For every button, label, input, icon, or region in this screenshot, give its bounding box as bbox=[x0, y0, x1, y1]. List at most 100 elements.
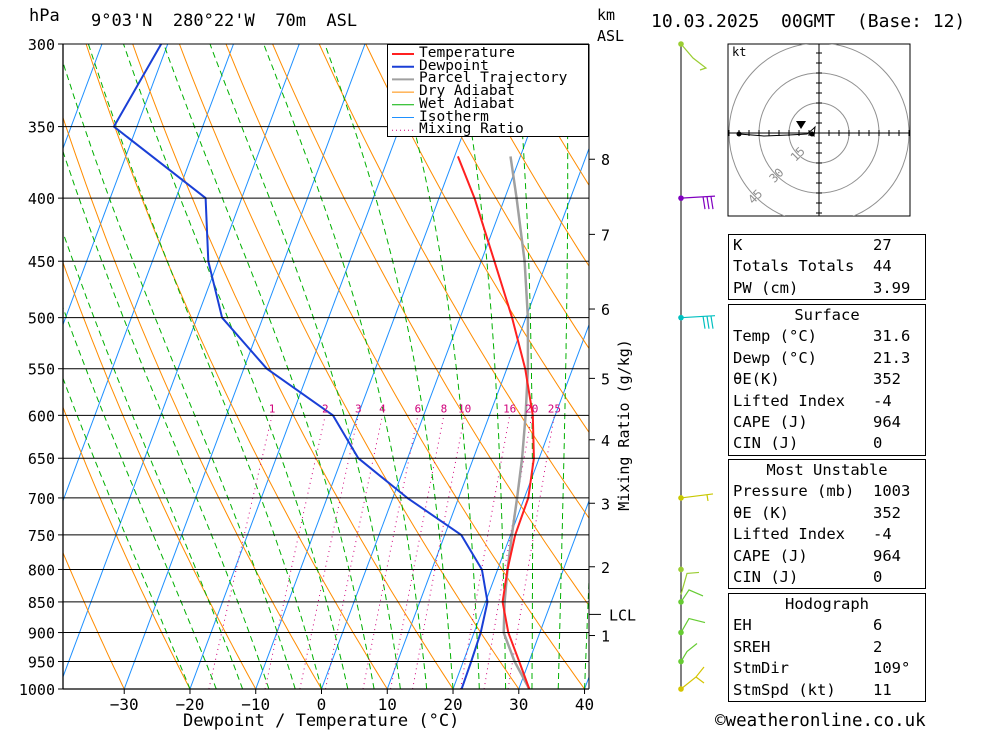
temperature-tick-label: 40 bbox=[575, 695, 594, 714]
mixing-ratio-line bbox=[507, 415, 555, 689]
location-title: 9°03'N 280°22'W 70m ASL bbox=[91, 11, 358, 31]
mixing-ratio-label: 25 bbox=[548, 402, 561, 415]
mixing-ratio-label: 6 bbox=[415, 402, 422, 415]
hodograph-point bbox=[736, 131, 742, 137]
surface-value: -4 bbox=[873, 391, 892, 410]
wet-adiabat-line bbox=[209, 44, 401, 689]
credit: ©weatheronline.co.uk bbox=[715, 711, 926, 731]
surface-label: Lifted Index bbox=[733, 391, 845, 410]
wind-barb bbox=[680, 666, 705, 690]
surface-table: Surface Temp (°C) 31.6 Dewp (°C) 21.3 θE(K… bbox=[728, 304, 926, 456]
legend-item-isotherm: Isotherm bbox=[419, 108, 489, 125]
isotherm-line bbox=[63, 44, 234, 503]
mu-value: -4 bbox=[873, 525, 892, 544]
dry-adiabat-line bbox=[132, 44, 454, 689]
mu-row: Lifted Index -4 bbox=[729, 524, 925, 545]
surface-title: Surface bbox=[794, 306, 860, 324]
most-unstable-title: Most Unstable bbox=[766, 461, 888, 479]
temperature-tick-label: 20 bbox=[443, 695, 462, 714]
parcel-trajectory-line bbox=[502, 156, 531, 689]
hodo-row: SREH 2 bbox=[729, 637, 925, 658]
surface-value: 352 bbox=[873, 370, 901, 389]
dry-adiabat-line bbox=[458, 44, 589, 267]
wet-adiabat-line bbox=[123, 44, 349, 689]
pressure-tick-label: 450 bbox=[28, 253, 55, 271]
wind-barb-feather bbox=[702, 196, 706, 210]
wind-barb-shaft bbox=[680, 43, 708, 71]
isotherm-line bbox=[518, 499, 589, 689]
x-axis-title: Dewpoint / Temperature (°C) bbox=[183, 711, 460, 731]
wind-barb bbox=[680, 315, 716, 329]
hodo-value: 2 bbox=[873, 637, 883, 656]
hodo-label: StmDir bbox=[733, 659, 789, 678]
wet-adiabat-line bbox=[63, 149, 270, 689]
isotherm-line bbox=[63, 44, 169, 326]
pressure-tick-label: 700 bbox=[28, 490, 55, 508]
mixing-ratio-label: 8 bbox=[441, 402, 448, 415]
surface-value: 21.3 bbox=[873, 348, 911, 367]
wind-barb-dot bbox=[678, 495, 684, 501]
dry-adiabat-line bbox=[178, 44, 520, 689]
index-label: K bbox=[733, 236, 743, 254]
pressure-tick-label: 550 bbox=[28, 361, 55, 379]
legend-item-parcel: Parcel Trajectory bbox=[419, 70, 568, 87]
temperature-tick-label: 0 bbox=[317, 695, 327, 714]
wind-barb-feather bbox=[695, 676, 705, 684]
km-tick-label: 5 bbox=[601, 370, 610, 388]
hodo-label: EH bbox=[733, 616, 752, 635]
index-label: PW (cm) bbox=[733, 278, 799, 297]
mixing-ratio-line bbox=[460, 415, 511, 689]
surface-value: 31.6 bbox=[873, 327, 911, 346]
km-tick-label: 3 bbox=[601, 495, 610, 513]
wind-barb-feather bbox=[710, 196, 714, 210]
wind-barb-dot bbox=[678, 566, 684, 573]
isotherm-line bbox=[63, 44, 300, 679]
hodo-value: 6 bbox=[873, 616, 883, 635]
surface-row: CAPE (J) 964 bbox=[729, 412, 925, 433]
wind-barb bbox=[680, 493, 714, 502]
pressure-tick-label: 900 bbox=[28, 625, 55, 643]
mixing-ratio-label: 1 bbox=[269, 402, 276, 415]
isotherm-line bbox=[452, 323, 589, 689]
index-row: PW (cm) 3.99 bbox=[729, 278, 925, 299]
wind-barb-shaft bbox=[680, 643, 698, 662]
datetime-title: 10.03.2025 00GMT (Base: 12) bbox=[651, 11, 966, 32]
pressure-tick-label: 300 bbox=[28, 36, 55, 54]
wet-adiabat-line bbox=[584, 569, 589, 689]
legend-item-mixing-ratio: Mixing Ratio bbox=[419, 121, 524, 138]
wet-adiabat-line bbox=[63, 306, 217, 689]
mu-label: CAPE (J) bbox=[733, 546, 808, 565]
mixing-ratio-line bbox=[264, 415, 326, 689]
mixing-ratio-label: 10 bbox=[458, 402, 471, 415]
dry-adiabat-line bbox=[225, 44, 585, 689]
hodograph-point bbox=[809, 131, 815, 137]
mixing-ratio-label: 16 bbox=[503, 402, 516, 415]
wind-barb-shaft bbox=[680, 195, 716, 199]
wind-barb-shaft bbox=[680, 617, 706, 633]
pressure-tick-label: 600 bbox=[28, 407, 55, 425]
mu-value: 352 bbox=[873, 503, 901, 522]
wind-barb bbox=[680, 617, 706, 633]
surface-row: θE(K) 352 bbox=[729, 369, 925, 390]
pressure-tick-label: 850 bbox=[28, 594, 55, 612]
hodo-label: SREH bbox=[733, 637, 771, 656]
wind-barb-shaft bbox=[680, 571, 700, 595]
wind-barb bbox=[680, 571, 700, 595]
km-tick-label: 2 bbox=[601, 559, 610, 577]
wind-barb bbox=[680, 589, 704, 603]
surface-label: Dewp (°C) bbox=[733, 348, 817, 367]
pressure-tick-label: 1000 bbox=[19, 681, 55, 699]
legend-item-temperature: Temperature bbox=[419, 45, 516, 61]
surface-row: Temp (°C) 31.6 bbox=[729, 326, 925, 347]
legend-item-dewpoint: Dewpoint bbox=[419, 57, 489, 74]
pressure-tick-label: 750 bbox=[28, 527, 55, 545]
km-tick-label: 8 bbox=[601, 151, 610, 169]
mu-label: Lifted Index bbox=[733, 525, 845, 544]
hodo-row: StmDir 109° bbox=[729, 658, 925, 679]
temperature-tick-label: 10 bbox=[378, 695, 397, 714]
index-row: K 27 bbox=[729, 235, 925, 256]
km-unit: km bbox=[597, 6, 616, 24]
mixing-ratio-label: 4 bbox=[379, 402, 386, 415]
wet-adiabat-line bbox=[63, 231, 244, 689]
